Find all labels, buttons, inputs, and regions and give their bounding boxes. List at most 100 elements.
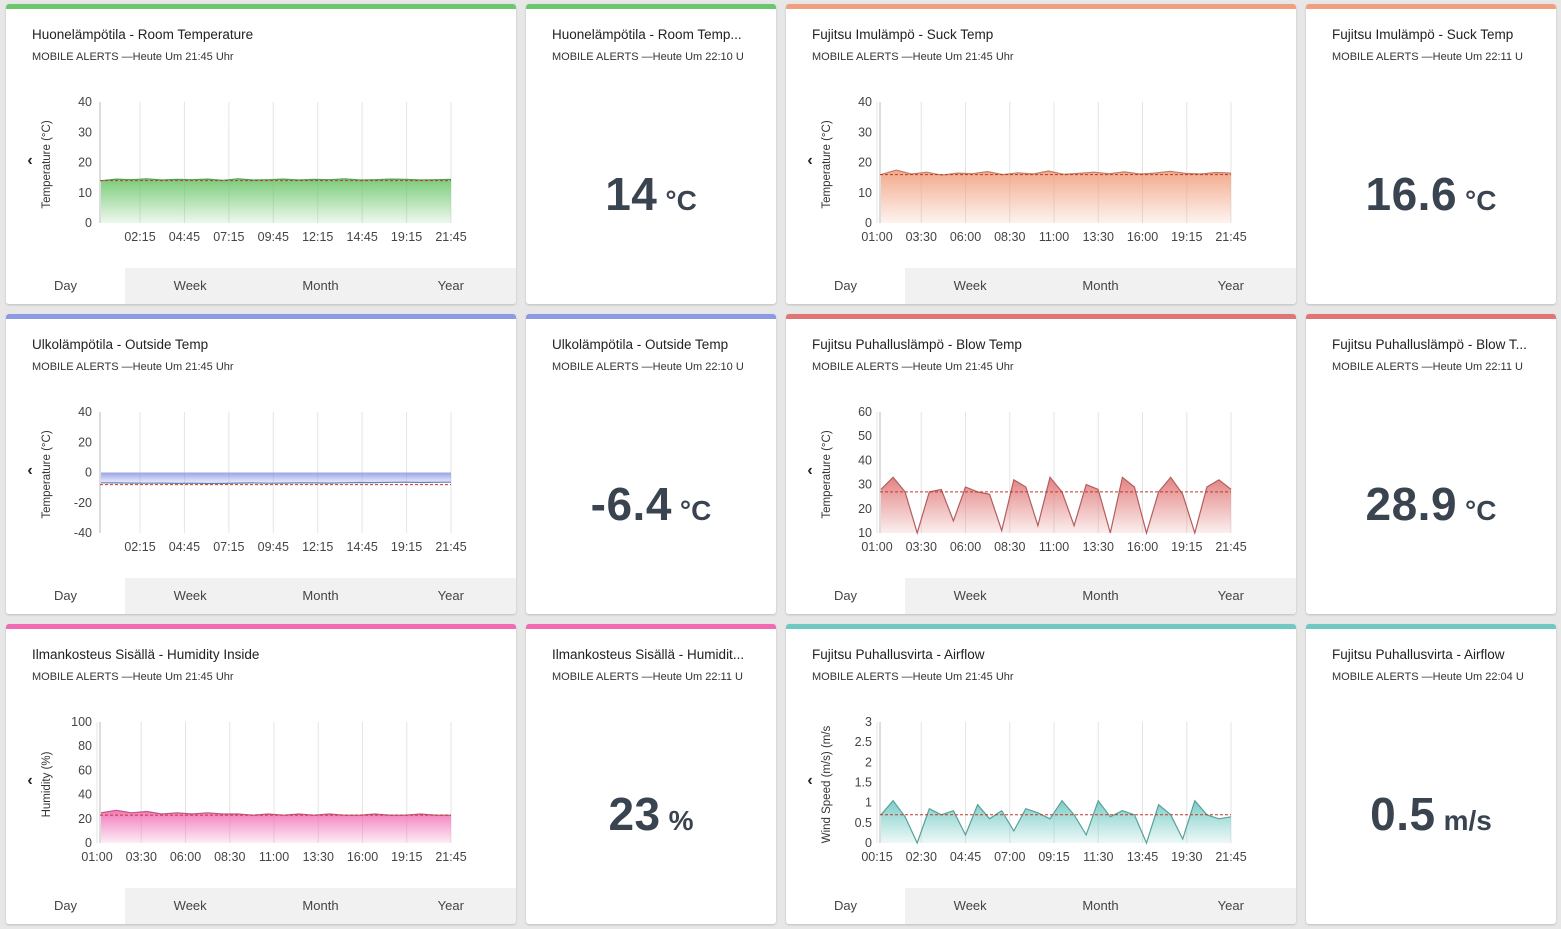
- y-tick-label: -20: [74, 496, 92, 510]
- card-title: Ilmankosteus Sisällä - Humidity Inside: [32, 647, 260, 662]
- y-tick-label: 0: [85, 836, 92, 850]
- value-card: Fujitsu Puhallusvirta - Airflow MOBILE AL…: [1306, 624, 1556, 924]
- value-number: 14: [605, 168, 658, 220]
- card-subtitle: MOBILE ALERTS —Heute Um 21:45 Uhr: [32, 361, 234, 373]
- card-accent-bar: [1306, 314, 1556, 319]
- tab-week[interactable]: Week: [125, 578, 256, 614]
- tab-day[interactable]: Day: [6, 888, 125, 924]
- series-line: [100, 481, 452, 485]
- current-value: 16.6 °C: [1306, 167, 1556, 221]
- card-subtitle: MOBILE ALERTS —Heute Um 22:11 U: [552, 671, 743, 683]
- chart-card: Fujitsu Puhallusvirta - Airflow MOBILE AL…: [786, 624, 1296, 924]
- x-tick-label: 19:15: [391, 850, 422, 864]
- x-tick-label: 13:30: [1083, 540, 1114, 554]
- value-card: Fujitsu Imulämpö - Suck Temp MOBILE ALERT…: [1306, 4, 1556, 304]
- card-subtitle: MOBILE ALERTS —Heute Um 21:45 Uhr: [812, 51, 1014, 63]
- chart: 40 30 20 10 001:00 03:30 06:00 08:30 11:00 13:30 1…: [821, 95, 1247, 244]
- period-tabs: Day Week Month Year: [6, 888, 516, 924]
- current-value: 23%: [526, 787, 776, 841]
- tab-week[interactable]: Week: [125, 268, 256, 304]
- chart-card: Fujitsu Puhalluslämpö - Blow Temp MOBILE …: [786, 314, 1296, 614]
- tab-day[interactable]: Day: [6, 578, 125, 614]
- tab-month[interactable]: Month: [255, 578, 386, 614]
- tab-year[interactable]: Year: [385, 888, 516, 924]
- chevron-left-icon[interactable]: ‹: [807, 461, 813, 479]
- period-tabs: Day Week Month Year: [786, 888, 1296, 924]
- tab-day[interactable]: Day: [786, 888, 905, 924]
- card-accent-bar: [1306, 624, 1556, 629]
- series-area: [101, 178, 451, 223]
- y-tick-label: 1.5: [855, 776, 872, 790]
- y-tick-label: 40: [858, 453, 872, 467]
- tab-year[interactable]: Year: [1165, 578, 1296, 614]
- period-tabs: Day Week Month Year: [786, 578, 1296, 614]
- card-title: Fujitsu Puhallusvirta - Airflow: [1332, 647, 1505, 662]
- x-tick-label: 13:45: [1127, 850, 1158, 864]
- y-tick-label: 60: [858, 405, 872, 419]
- chart: 100 80 60 40 20 001:00 03:30 06:00 08:30 11:00 13:…: [41, 715, 467, 864]
- card-title: Fujitsu Imulämpö - Suck Temp: [812, 27, 994, 42]
- tab-week[interactable]: Week: [905, 268, 1036, 304]
- series-area: [101, 472, 451, 484]
- x-tick-label: 04:45: [169, 230, 200, 244]
- card-title: Huonelämpötila - Room Temperature: [32, 27, 254, 42]
- y-tick-label: 40: [78, 405, 92, 419]
- tab-year[interactable]: Year: [385, 268, 516, 304]
- chart: 40 20 0 -20 -40 02:15 04:45 07:15 09:45 12:15 14:4…: [41, 405, 467, 554]
- y-tick-label: 0.5: [855, 816, 872, 830]
- tab-year[interactable]: Year: [1165, 888, 1296, 924]
- value-card: Ulkolämpötila - Outside Temp MOBILE ALERT…: [526, 314, 776, 614]
- tab-year[interactable]: Year: [385, 578, 516, 614]
- value-card: Ilmankosteus Sisällä - Humidit... MOBILE …: [526, 624, 776, 924]
- y-tick-label: -40: [74, 526, 92, 540]
- chevron-left-icon[interactable]: ‹: [807, 771, 813, 789]
- card-title: Ulkolämpötila - Outside Temp: [32, 337, 209, 352]
- x-tick-label: 19:15: [391, 540, 422, 554]
- x-tick-label: 06:00: [170, 850, 201, 864]
- chevron-left-icon[interactable]: ‹: [27, 771, 33, 789]
- series-line: [880, 799, 1232, 845]
- tab-day[interactable]: Day: [6, 268, 125, 304]
- tab-month[interactable]: Month: [1035, 888, 1166, 924]
- y-tick-label: 60: [78, 763, 92, 777]
- y-tick-label: 40: [78, 95, 92, 109]
- tab-week[interactable]: Week: [905, 578, 1036, 614]
- tab-week[interactable]: Week: [905, 888, 1036, 924]
- card-title: Fujitsu Puhallusvirta - Airflow: [812, 647, 985, 662]
- y-tick-label: 100: [71, 715, 92, 729]
- tab-month[interactable]: Month: [1035, 268, 1166, 304]
- x-tick-label: 16:00: [1127, 230, 1158, 244]
- card-title: Ilmankosteus Sisällä - Humidit...: [552, 647, 745, 662]
- card-accent-bar: [786, 314, 1296, 319]
- card-accent-bar: [786, 4, 1296, 9]
- current-value: 28.9 °C: [1306, 477, 1556, 531]
- card-subtitle: MOBILE ALERTS —Heute Um 21:45 Uhr: [812, 671, 1014, 683]
- chart: 3 2.5 2 1.5 1 0.5 000:15 02:30 04:45 07:00 09:15 11…: [821, 715, 1247, 864]
- tab-week[interactable]: Week: [125, 888, 256, 924]
- card-title: Fujitsu Puhalluslämpö - Blow T...: [1332, 337, 1527, 352]
- y-tick-label: 30: [858, 125, 872, 139]
- tab-year[interactable]: Year: [1165, 268, 1296, 304]
- card-subtitle: MOBILE ALERTS —Heute Um 22:10 U: [552, 361, 744, 373]
- y-tick-label: 20: [78, 812, 92, 826]
- x-tick-label: 14:45: [347, 540, 378, 554]
- y-tick-label: 40: [858, 95, 872, 109]
- series-line: [880, 475, 1232, 536]
- tab-day[interactable]: Day: [786, 268, 905, 304]
- period-tabs: Day Week Month Year: [6, 268, 516, 304]
- y-tick-label: 10: [858, 186, 872, 200]
- chevron-left-icon[interactable]: ‹: [27, 461, 33, 479]
- series-line: [100, 178, 452, 182]
- card-subtitle: MOBILE ALERTS —Heute Um 21:45 Uhr: [32, 51, 234, 63]
- chevron-left-icon[interactable]: ‹: [807, 151, 813, 169]
- x-tick-label: 19:15: [1171, 230, 1202, 244]
- value-number: 23: [608, 788, 661, 840]
- tab-month[interactable]: Month: [1035, 578, 1166, 614]
- chevron-left-icon[interactable]: ‹: [27, 151, 33, 169]
- current-value: 0.5 m/s: [1306, 787, 1556, 841]
- x-tick-label: 03:30: [906, 540, 937, 554]
- tab-month[interactable]: Month: [255, 888, 386, 924]
- tab-month[interactable]: Month: [255, 268, 386, 304]
- tab-day[interactable]: Day: [786, 578, 905, 614]
- card-accent-bar: [786, 624, 1296, 629]
